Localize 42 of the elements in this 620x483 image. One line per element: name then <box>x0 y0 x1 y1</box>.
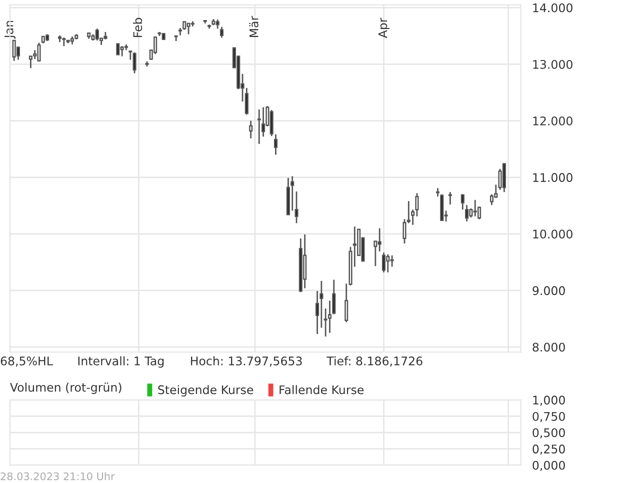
candlestick <box>448 191 452 206</box>
candlestick <box>378 228 382 252</box>
y-tick-label: 9.000 <box>532 286 565 296</box>
candlestick <box>502 162 506 193</box>
text: Intervall: 1 Tag <box>78 356 164 368</box>
candlestick <box>473 199 477 218</box>
text: Hoch: 13.797,5653 <box>191 356 302 367</box>
legend-label: Steigende Kurse <box>158 385 254 397</box>
candlestick <box>303 234 307 289</box>
legend-label: Fallende Kurse <box>280 385 364 394</box>
y-tick-label: 8.000 <box>532 342 565 352</box>
candlestick <box>120 45 124 57</box>
y-tick-label: 13.000 <box>533 60 572 69</box>
x-tick-label: Apr <box>378 18 390 38</box>
y-tick-label: 0,000 <box>532 460 565 471</box>
y-tick-label: 12.000 <box>533 116 572 126</box>
x-tick-label: Mär <box>249 16 258 38</box>
y-tick-label: 0,250 <box>532 444 565 455</box>
candlestick <box>216 18 220 30</box>
candlestick <box>490 194 494 206</box>
candlestick <box>382 252 386 274</box>
candlestick <box>386 254 390 274</box>
candlestick <box>95 28 99 42</box>
x-tick-label: Feb <box>132 18 142 38</box>
candlestick <box>132 52 136 74</box>
y-tick-label: 10.000 <box>533 230 572 239</box>
candlestick <box>12 39 16 62</box>
y-tick-label: 0,750 <box>532 412 565 422</box>
y-tick-label: 14.000 <box>533 3 572 12</box>
candlestick <box>128 50 132 60</box>
text: Tief: 8.186,1726 <box>326 356 422 367</box>
candlestick <box>469 208 473 218</box>
y-tick-label: 0,500 <box>532 428 565 438</box>
chart-title: Volumen (rot-grün) <box>10 382 122 394</box>
text: 28.03.2023 21:10 Uhr <box>0 472 115 480</box>
text: 68,5%HL <box>0 356 53 367</box>
candlestick <box>37 42 41 62</box>
candlestick <box>465 204 469 222</box>
y-tick-label: 11.000 <box>533 173 572 182</box>
y-tick-label: 1,000 <box>533 396 565 406</box>
candlestick <box>374 240 378 267</box>
candlestick <box>390 254 394 268</box>
